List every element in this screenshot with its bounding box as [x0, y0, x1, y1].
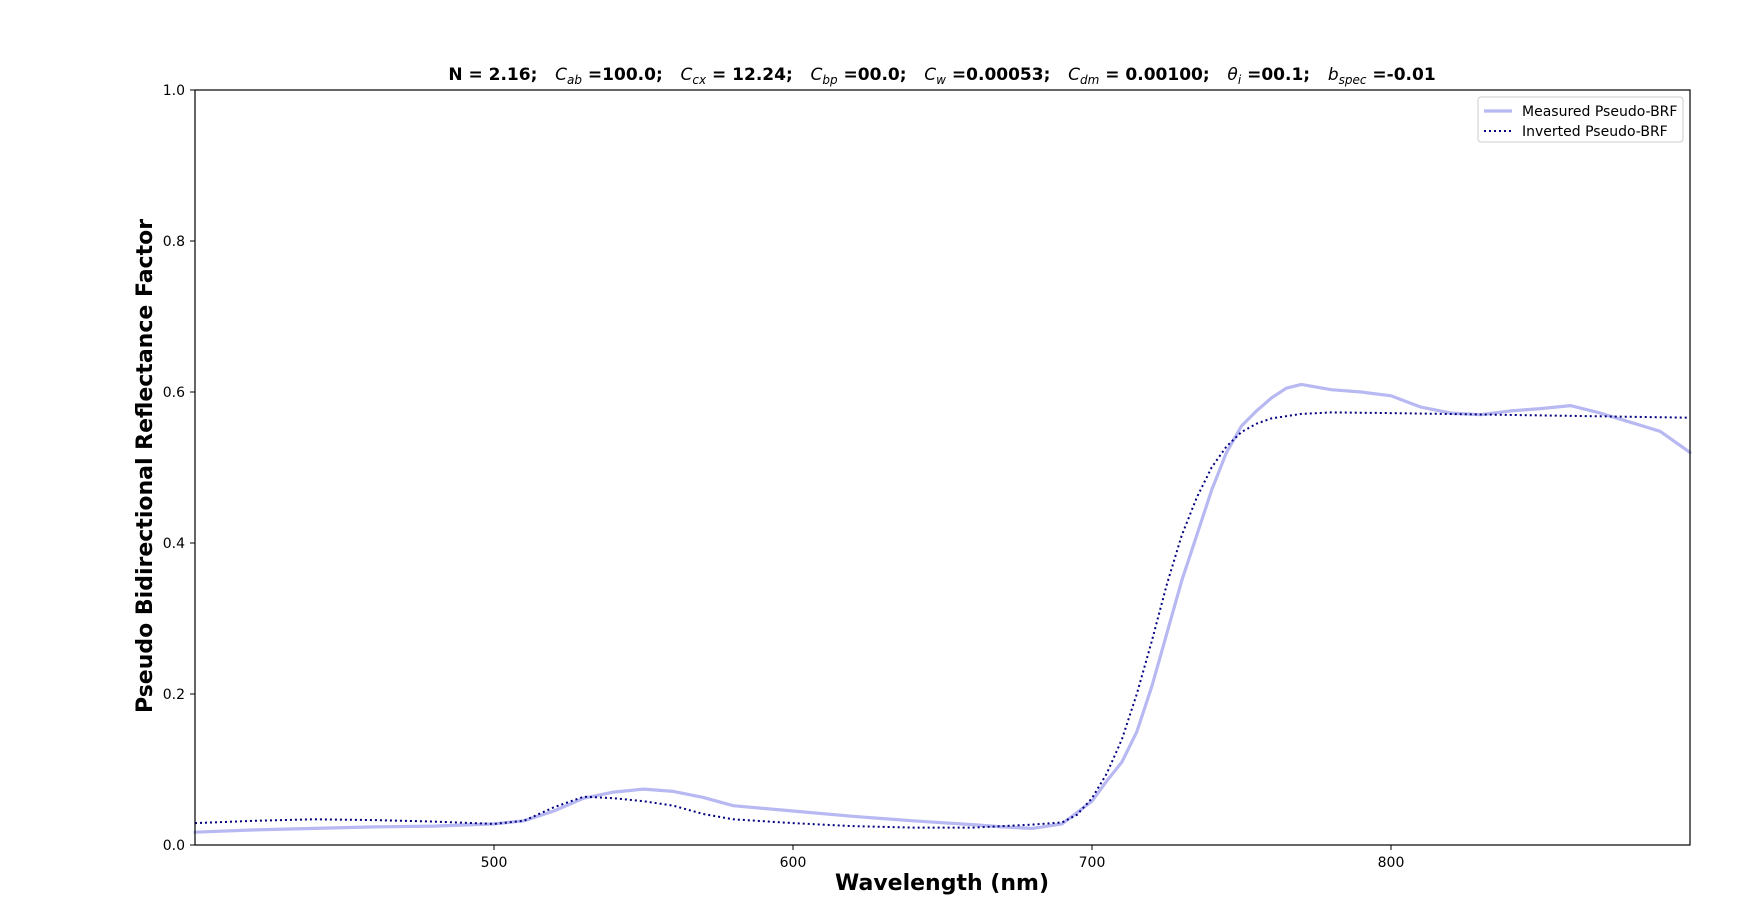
title-value: =-0.01 [1367, 65, 1436, 85]
title-value: =00.1; [1241, 65, 1310, 85]
legend-entry-label: Measured Pseudo-BRF [1522, 104, 1677, 120]
title-value: =100.0; [582, 65, 663, 85]
title-subscript: bp [822, 73, 838, 87]
title-value: = 12.24; [706, 65, 793, 85]
title-symbol: C [555, 65, 567, 85]
chart-title: N = 2.16; Cab =100.0; Ccx = 12.24; Cbp =… [448, 65, 1435, 87]
title-subscript: w [936, 73, 946, 87]
y-tick-label: 0.0 [163, 838, 185, 854]
x-tick-label: 600 [780, 855, 807, 871]
title-symbol: C [681, 65, 693, 85]
title-subscript: dm [1080, 73, 1099, 87]
x-tick-label: 800 [1378, 855, 1405, 871]
legend-entry-label: Inverted Pseudo-BRF [1522, 124, 1668, 140]
title-subscript: cx [692, 73, 707, 87]
title-value: N = 2.16; [448, 65, 537, 85]
title-symbol: C [1068, 65, 1080, 85]
y-tick-label: 0.4 [163, 536, 185, 552]
title-value: =00.0; [838, 65, 907, 85]
axes-frame [194, 89, 1691, 846]
plot-area [193, 89, 1692, 846]
title-value: = 0.00100; [1099, 65, 1209, 85]
legend: Measured Pseudo-BRF Inverted Pseudo-BRF [1477, 96, 1684, 143]
legend-box [1477, 96, 1684, 143]
y-tick-label: 0.8 [163, 234, 185, 250]
title-subscript: i [1238, 73, 1242, 87]
y-tick-label: 0.2 [163, 687, 185, 703]
y-tick-label: 1.0 [163, 83, 185, 99]
x-tick-label: 700 [1079, 855, 1106, 871]
y-axis-label: Pseudo Bidirectional Reflectance Factor [133, 219, 158, 713]
title-subscript: spec [1339, 73, 1367, 87]
title-subscript: ab [567, 73, 582, 87]
title-value: =0.00053; [946, 65, 1050, 85]
x-axis-ticks: 500 600 700 800 [481, 845, 1405, 871]
title-symbol: C [811, 65, 823, 85]
title-symbol: C [924, 65, 936, 85]
x-axis-label: Wavelength (nm) [835, 871, 1049, 896]
y-axis-ticks: 0.0 0.2 0.4 0.6 0.8 1.0 [163, 83, 195, 854]
y-tick-label: 0.6 [163, 385, 185, 401]
x-tick-label: 500 [481, 855, 508, 871]
title-symbol: b [1328, 65, 1339, 85]
title-symbol: θ [1227, 65, 1238, 85]
inverted-series-line [194, 411, 1691, 829]
series-layer [193, 382, 1692, 834]
